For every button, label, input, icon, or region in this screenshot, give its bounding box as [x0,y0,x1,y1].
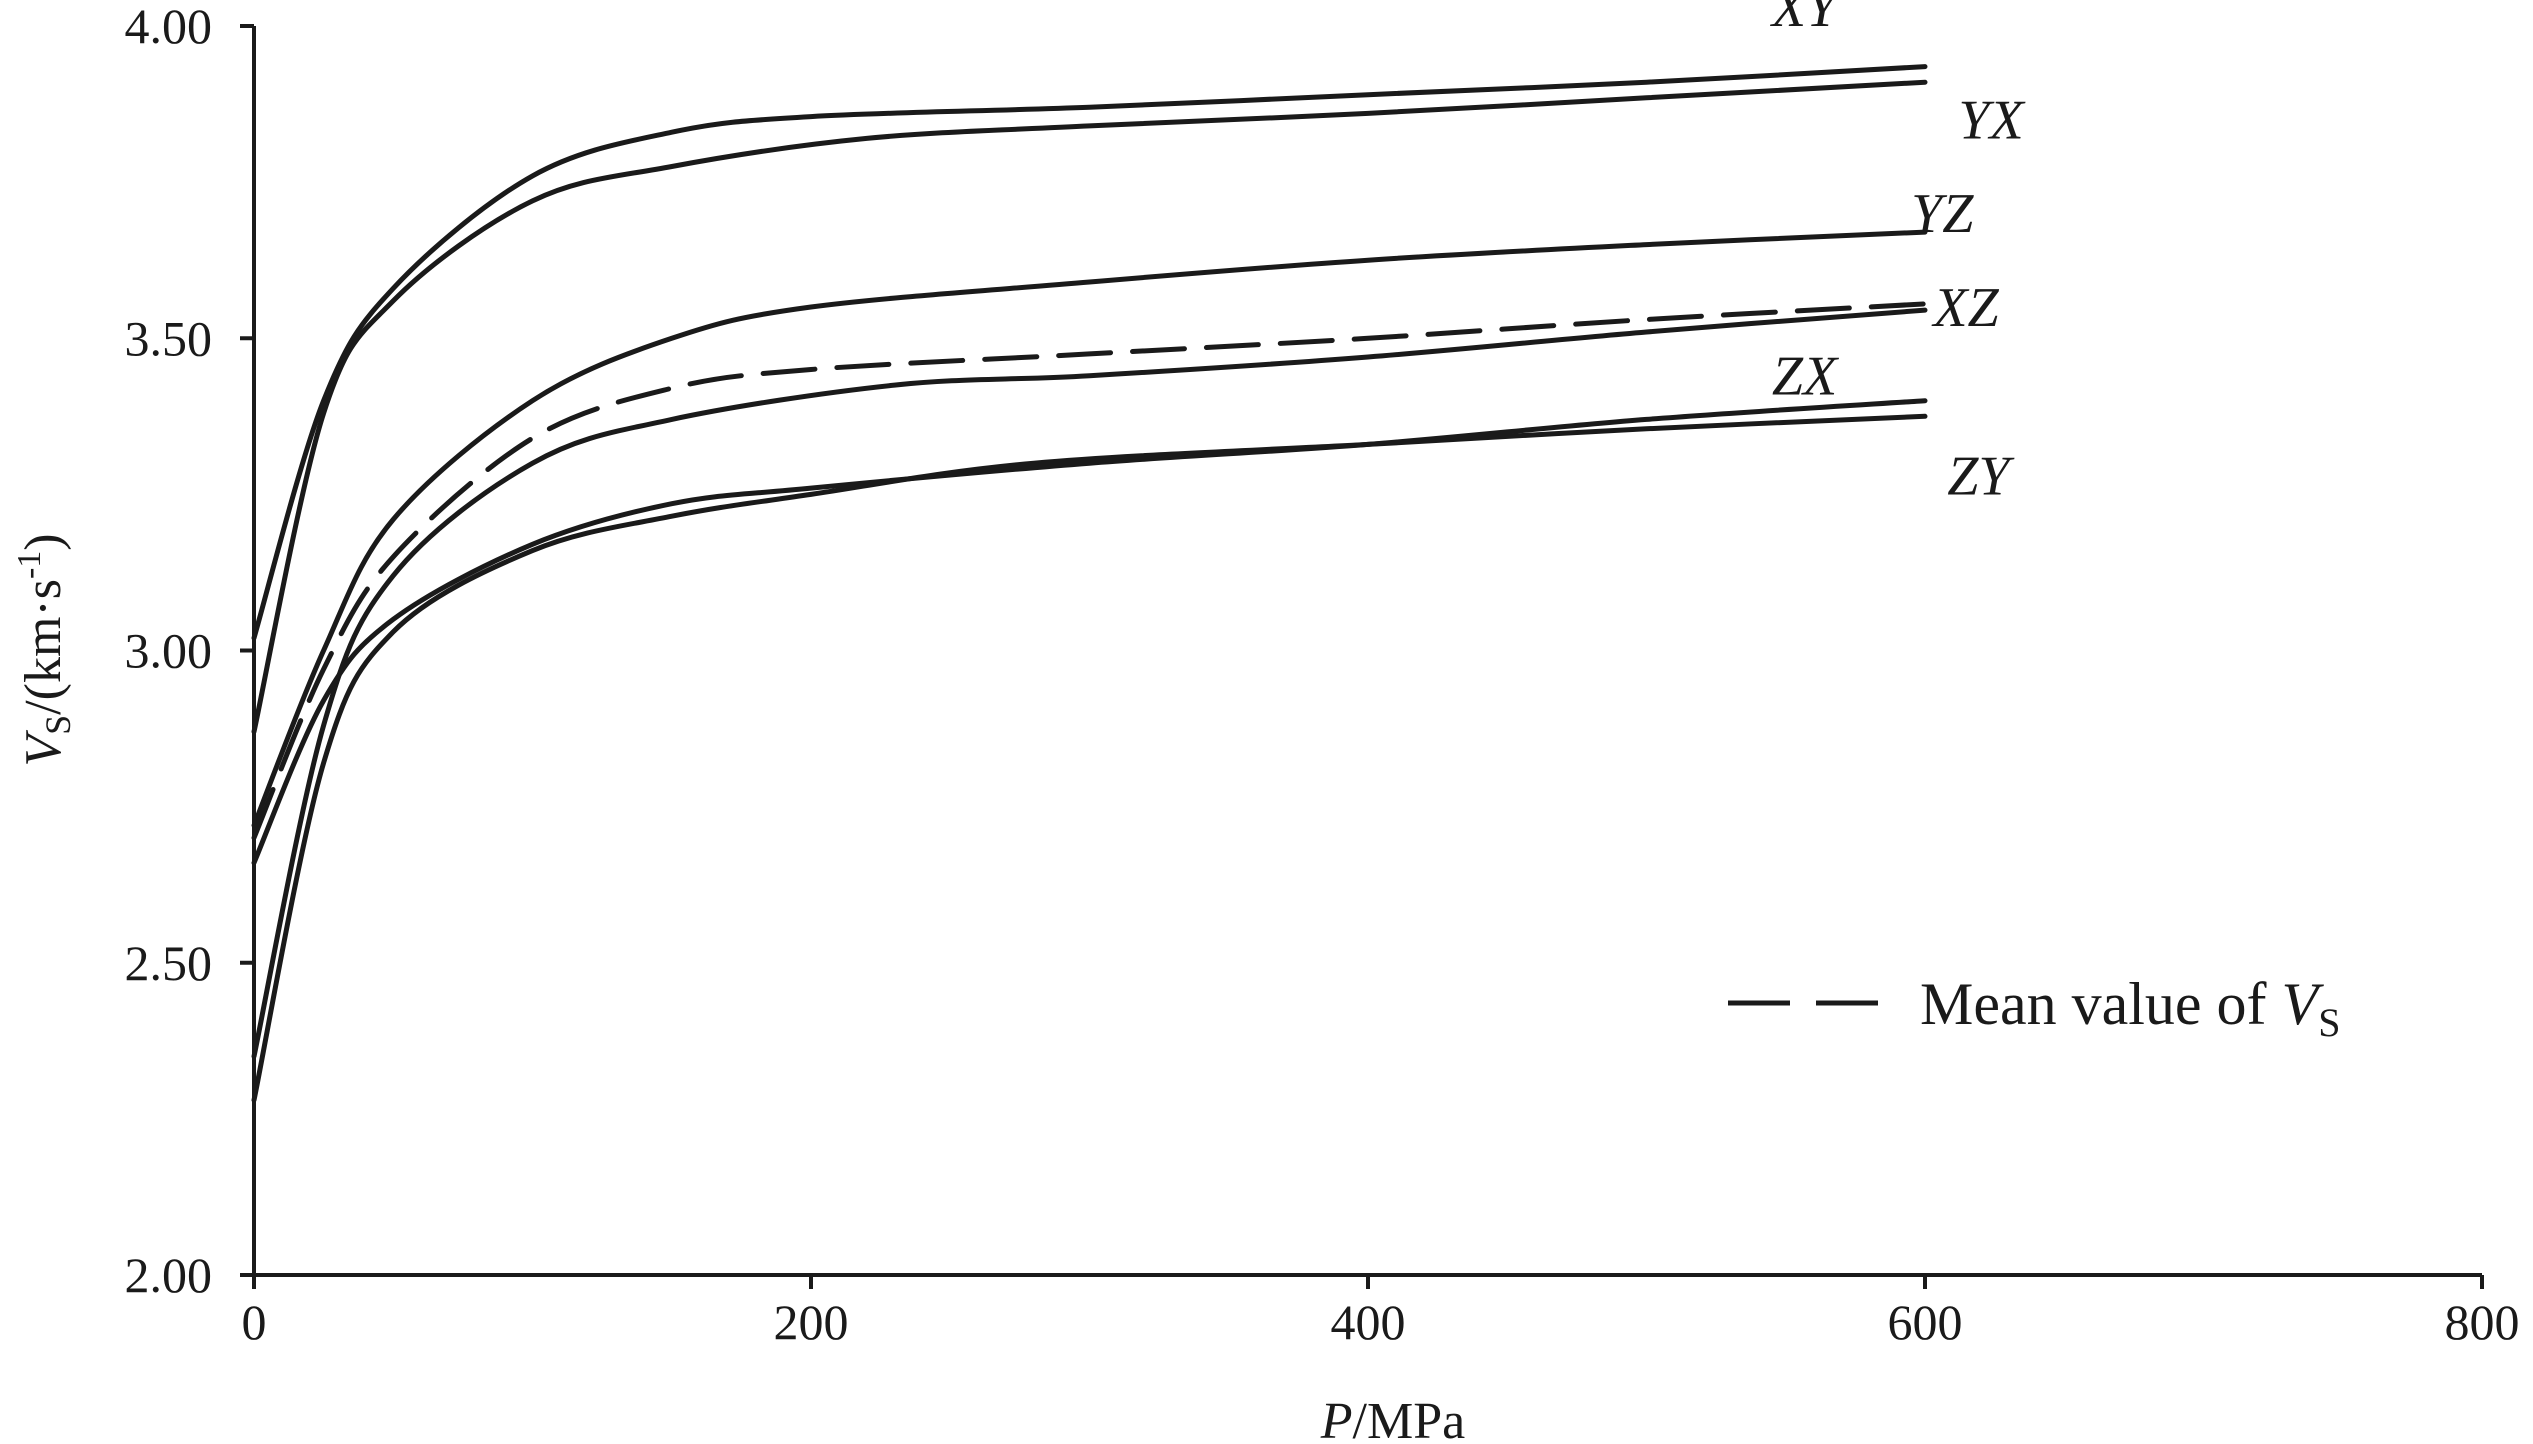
y-axis-title: VS/(km·s-1) [11,533,78,766]
axis-ticks: 0 200 400 600 800 2.00 2.50 3.00 3.50 4.00 [125,0,2520,1350]
series-line-xz [251,307,1928,1059]
x-tick-label: 600 [1888,1294,1963,1350]
series-label-zy: ZY [1947,445,2015,507]
y-tick-label: 2.00 [125,1247,213,1303]
series-label-xz: XZ [1931,277,1999,339]
y-axis-title-sub: S [38,715,78,735]
chart-axes [252,26,2482,1277]
series-label-yx: YX [1958,89,2026,151]
y-tick-label: 4.00 [125,0,213,54]
x-axis-title-var: P [1320,1393,1353,1444]
x-tick-label: 400 [1331,1294,1406,1350]
legend-label: Mean value of VS [1920,971,2340,1045]
series-line-zx [251,398,1928,866]
series-label-zx: ZX [1772,345,1840,407]
x-tick-label: 200 [774,1294,849,1350]
series-label-yz: YZ [1911,183,1974,245]
series-layer [251,64,1928,1103]
series-label-xy: XY [1770,0,1843,39]
legend: Mean value of VS [1728,971,2340,1045]
x-tick-label: 800 [2445,1294,2520,1350]
series-labels: XY YX YZ XZ ZX ZY [1770,0,2027,507]
legend-label-sub: S [2318,1000,2340,1045]
y-axis-title-close: ) [15,533,72,550]
series-line-yz [251,229,1928,828]
series-line-xy [251,64,1928,641]
y-tick-label: 3.50 [125,310,213,366]
legend-label-var: V [2282,971,2325,1037]
y-axis-title-exp: -1 [11,551,48,579]
x-axis-title-unit: /MPa [1353,1393,1466,1444]
y-axis-title-var: V [15,730,72,767]
y-axis-title-unit: /(km·s [15,579,72,715]
y-tick-label: 3.00 [125,623,213,679]
series-line-zy [251,413,1928,1103]
y-tick-label: 2.50 [125,935,213,991]
series-line-mean-value-of-vs [251,301,1928,841]
x-tick-label: 0 [242,1294,267,1350]
legend-label-text: Mean value of [1920,971,2282,1037]
x-axis-title: P/MPa [1320,1393,1465,1444]
series-line-yx [251,79,1928,735]
